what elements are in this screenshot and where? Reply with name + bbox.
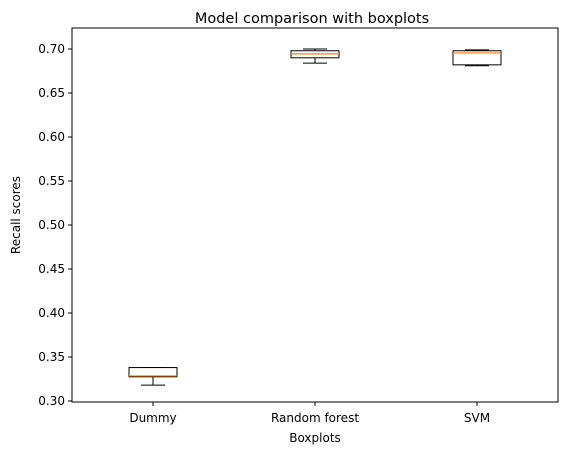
y-tick-label: 0.45 [38, 262, 65, 276]
y-axis-label: Recall scores [9, 176, 23, 254]
x-tick-label: SVM [464, 411, 490, 425]
x-tick-label: Random forest [271, 411, 359, 425]
iqr-box [128, 367, 178, 378]
x-axis: Dummy Random forest SVM [129, 402, 490, 425]
iqr-box [452, 50, 502, 66]
boxes-group [128, 48, 502, 386]
y-tick-label: 0.30 [38, 394, 65, 408]
y-tick-label: 0.40 [38, 306, 65, 320]
plot-area [71, 27, 559, 403]
y-tick-label: 0.65 [38, 86, 65, 100]
box-1 [128, 367, 178, 386]
y-axis: 0.30 0.35 0.40 0.45 0.50 0.55 0.60 0.65 0.70 [38, 42, 72, 408]
x-tick-label: Dummy [129, 411, 176, 425]
chart-title: Model comparison with boxplots [195, 11, 429, 27]
x-axis-label: Boxplots [289, 431, 341, 445]
y-tick-label: 0.55 [38, 174, 65, 188]
y-tick-label: 0.70 [38, 42, 65, 56]
y-tick-label: 0.50 [38, 218, 65, 232]
box-2 [290, 48, 340, 64]
y-tick-label: 0.35 [38, 350, 65, 364]
y-tick-label: 0.60 [38, 130, 65, 144]
box-3 [452, 49, 502, 67]
axes-frame [71, 27, 559, 403]
